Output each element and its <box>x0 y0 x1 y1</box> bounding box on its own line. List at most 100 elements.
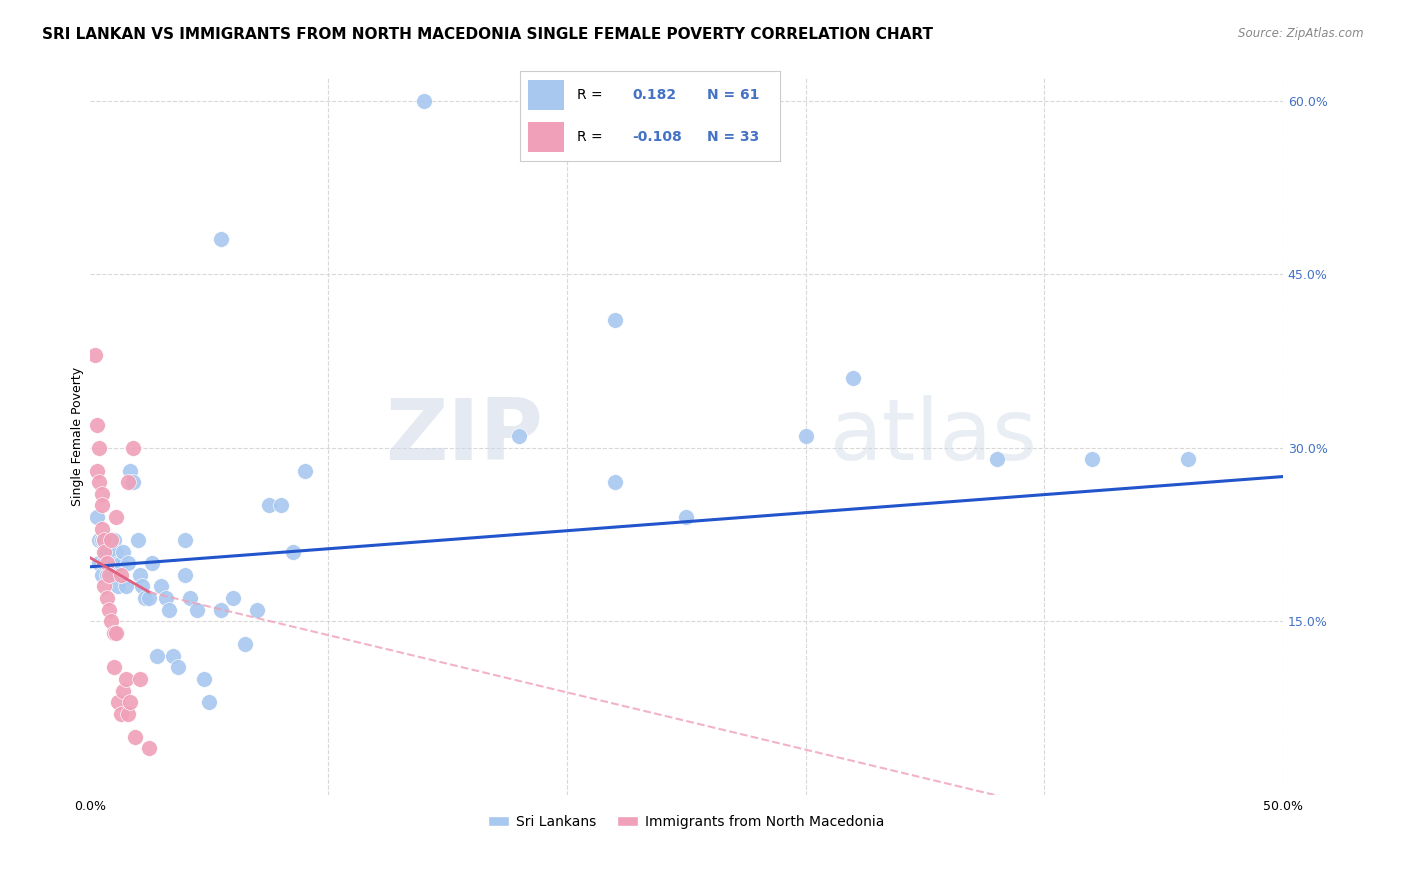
Point <box>86 464 108 478</box>
Point <box>131 579 153 593</box>
Point <box>121 475 143 490</box>
Point <box>100 545 122 559</box>
Point <box>162 648 184 663</box>
Point <box>675 510 697 524</box>
Point <box>138 591 160 605</box>
Point <box>100 533 122 548</box>
Point <box>150 579 173 593</box>
Point <box>281 545 304 559</box>
Point <box>129 672 152 686</box>
Point <box>167 660 190 674</box>
Point <box>97 602 120 616</box>
Point <box>90 499 112 513</box>
Point <box>186 602 208 616</box>
Point <box>97 557 120 571</box>
Point <box>145 648 167 663</box>
Point <box>107 579 129 593</box>
Point <box>134 591 156 605</box>
Point <box>155 591 177 605</box>
Point <box>86 417 108 432</box>
Point <box>114 579 136 593</box>
Point <box>257 499 280 513</box>
Point <box>198 695 221 709</box>
Point <box>89 557 111 571</box>
Point <box>96 591 118 605</box>
Point <box>412 94 434 108</box>
Point <box>157 602 180 616</box>
Point <box>209 232 232 246</box>
Point <box>124 730 146 744</box>
Point <box>127 533 149 548</box>
Point <box>110 706 132 721</box>
Text: atlas: atlas <box>830 394 1038 477</box>
Legend: Sri Lankans, Immigrants from North Macedonia: Sri Lankans, Immigrants from North Maced… <box>482 809 890 834</box>
Point <box>117 557 139 571</box>
Text: R =: R = <box>578 130 603 144</box>
Point <box>83 348 105 362</box>
Point <box>794 429 817 443</box>
Bar <box>529 80 564 110</box>
Point <box>193 672 215 686</box>
Point <box>508 429 530 443</box>
Point <box>603 313 626 327</box>
Text: ZIP: ZIP <box>385 394 543 477</box>
Point <box>96 557 118 571</box>
Text: R =: R = <box>578 88 603 102</box>
Point <box>112 683 135 698</box>
Point <box>222 591 245 605</box>
Point <box>1081 452 1104 467</box>
Point <box>179 591 201 605</box>
Point <box>174 533 197 548</box>
Point <box>103 625 125 640</box>
Point <box>103 557 125 571</box>
Point <box>86 510 108 524</box>
Text: Source: ZipAtlas.com: Source: ZipAtlas.com <box>1239 27 1364 40</box>
Point <box>120 464 142 478</box>
Point <box>105 545 128 559</box>
Point <box>246 602 269 616</box>
Text: -0.108: -0.108 <box>633 130 682 144</box>
Point <box>107 695 129 709</box>
Point <box>93 557 115 571</box>
Point <box>129 568 152 582</box>
Point <box>100 568 122 582</box>
Point <box>986 452 1008 467</box>
Point <box>209 602 232 616</box>
Point <box>96 568 118 582</box>
Point <box>97 568 120 582</box>
Text: N = 33: N = 33 <box>707 130 759 144</box>
Point <box>105 625 128 640</box>
Point <box>270 499 292 513</box>
Point <box>603 475 626 490</box>
Point <box>110 557 132 571</box>
Bar <box>529 122 564 152</box>
Point <box>97 533 120 548</box>
Point <box>1177 452 1199 467</box>
Point <box>93 579 115 593</box>
Point <box>93 545 115 559</box>
Point <box>90 568 112 582</box>
Point <box>842 371 865 385</box>
Point <box>103 660 125 674</box>
Point <box>233 637 256 651</box>
Point <box>174 568 197 582</box>
Point <box>110 568 132 582</box>
Point <box>107 557 129 571</box>
Point <box>96 545 118 559</box>
Point <box>114 672 136 686</box>
Point <box>90 487 112 501</box>
Point <box>120 695 142 709</box>
Point <box>93 533 115 548</box>
Point <box>89 441 111 455</box>
Text: N = 61: N = 61 <box>707 88 759 102</box>
Text: 0.182: 0.182 <box>633 88 676 102</box>
Point <box>89 475 111 490</box>
Y-axis label: Single Female Poverty: Single Female Poverty <box>72 367 84 506</box>
Point <box>105 510 128 524</box>
Text: SRI LANKAN VS IMMIGRANTS FROM NORTH MACEDONIA SINGLE FEMALE POVERTY CORRELATION : SRI LANKAN VS IMMIGRANTS FROM NORTH MACE… <box>42 27 934 42</box>
Point <box>117 475 139 490</box>
Point <box>90 522 112 536</box>
Point <box>121 441 143 455</box>
Point <box>89 533 111 548</box>
Point <box>117 706 139 721</box>
